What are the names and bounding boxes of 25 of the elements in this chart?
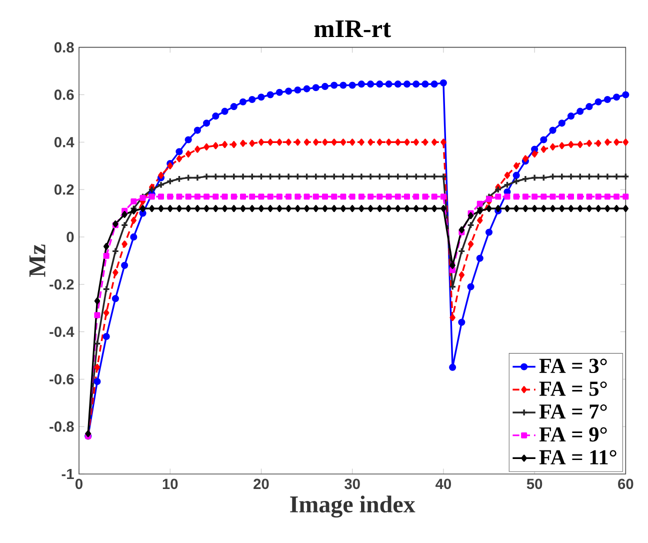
- legend-label: FA = 3°: [539, 358, 607, 374]
- x-tick-label: 50: [526, 478, 542, 490]
- x-axis-title: Image index: [290, 496, 416, 518]
- legend-label: FA = 9°: [539, 427, 607, 442]
- y-tick-label: -1: [62, 468, 74, 480]
- y-tick-label: 0.8: [54, 42, 74, 53]
- chart-title: mIR-rt: [314, 20, 391, 38]
- x-tick-label: 10: [162, 478, 178, 490]
- legend-label: FA = 5°: [539, 382, 607, 396]
- y-tick-label: 0.6: [54, 90, 74, 100]
- y-axis-title: Mz: [29, 244, 46, 277]
- y-tick-label: 0.4: [54, 136, 74, 148]
- x-tick-label: 60: [618, 478, 634, 490]
- y-tick-label: -0.2: [50, 279, 74, 290]
- x-tick-label: 40: [436, 478, 451, 490]
- y-tick-label: -0.4: [50, 326, 74, 337]
- y-tick-label: 0: [66, 232, 74, 242]
- legend-label: FA = 11°: [539, 450, 616, 464]
- y-tick-label: -0.6: [50, 374, 74, 384]
- y-tick-label: -0.8: [50, 421, 74, 432]
- legend-label: FA = 7°: [539, 404, 607, 419]
- x-tick-label: 0: [76, 478, 82, 490]
- x-tick-label: 30: [344, 478, 360, 490]
- x-tick-label: 20: [254, 478, 269, 490]
- y-tick-label: 0.2: [54, 184, 74, 195]
